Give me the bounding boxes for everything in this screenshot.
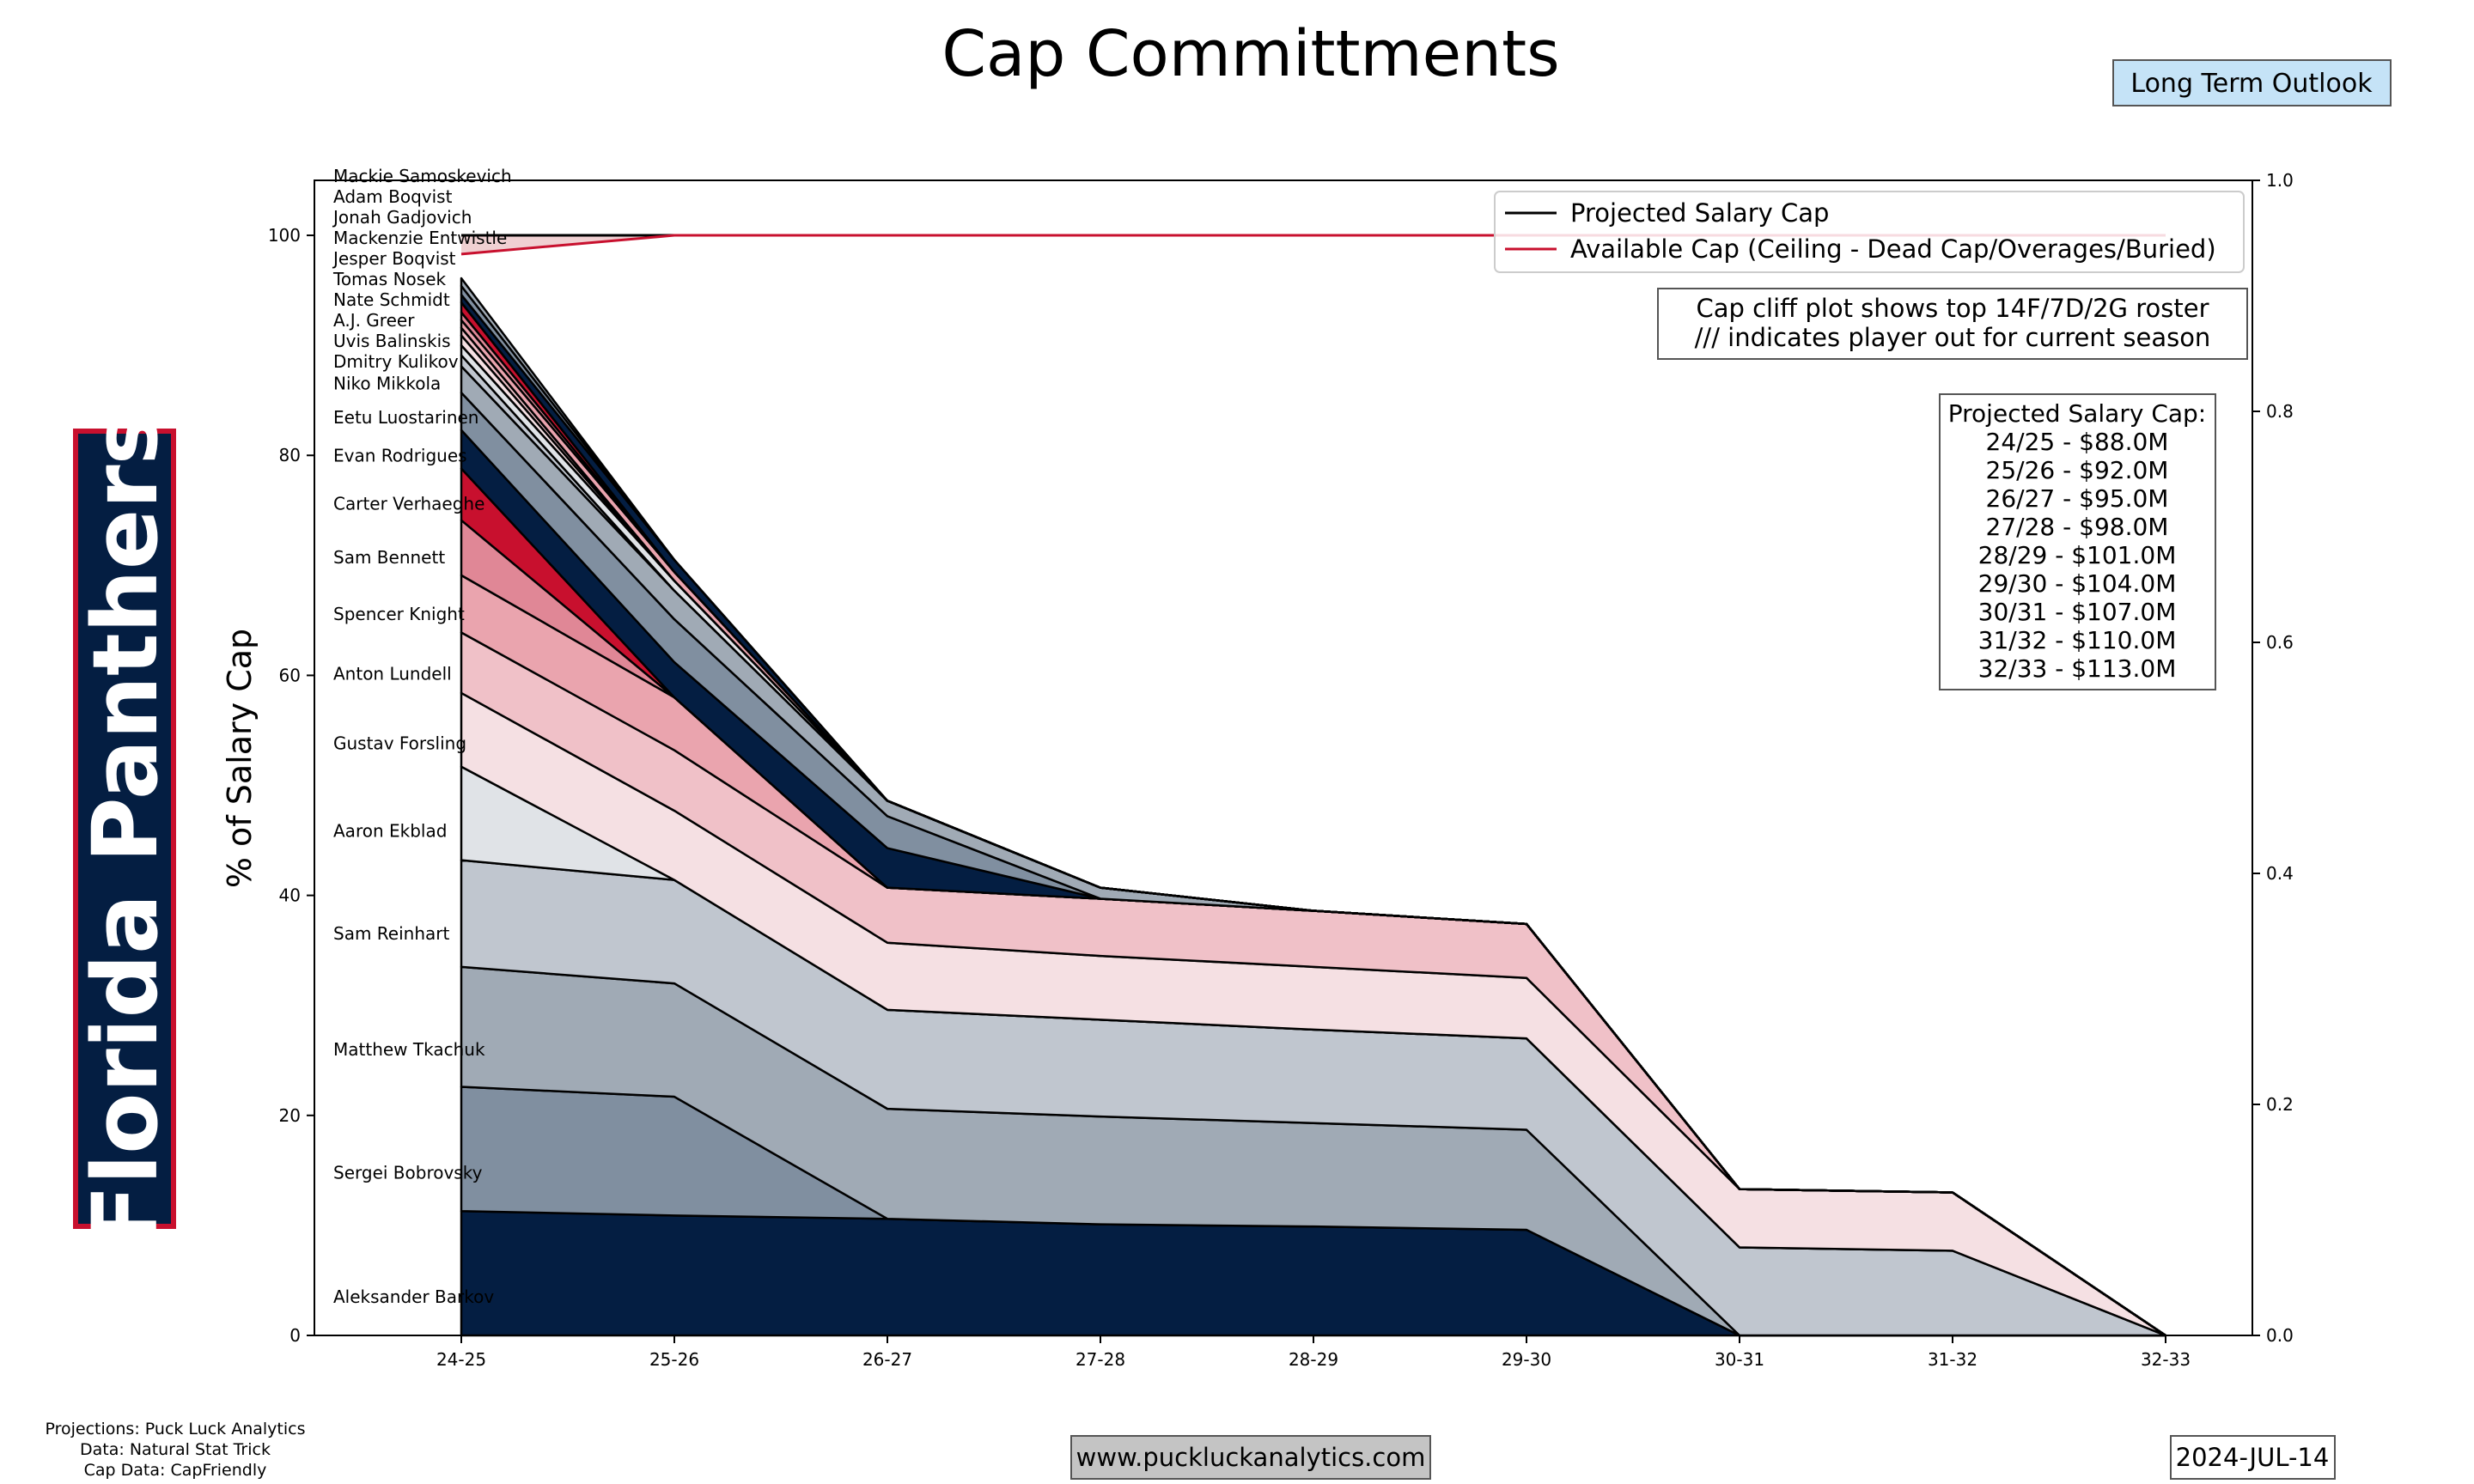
player-label: Nate Schmidt — [333, 289, 450, 310]
plot-area: Aleksander Barkov Sergei Bobrovsky Matthew… — [268, 166, 2294, 1370]
player-label: Mackenzie Entwistle — [333, 228, 507, 248]
player-label: Gustav Forsling — [333, 733, 466, 754]
legend-label-available: Available Cap (Ceiling - Dead Cap/Overag… — [1570, 234, 2216, 264]
x-tick-label: 30-31 — [1715, 1349, 1764, 1370]
website-badge: www.puckluckanalytics.com — [1070, 1435, 1431, 1480]
player-label: Eetu Luostarinen — [333, 407, 478, 428]
cap-box-line: 31/32 - $110.0M — [1978, 626, 2177, 654]
sources: Projections: Puck Luck Analytics Data: N… — [45, 1420, 305, 1480]
cap-box-heading: Projected Salary Cap: — [1948, 399, 2206, 428]
player-label: Aleksander Barkov — [333, 1286, 494, 1307]
y-axis-label: % of Salary Cap — [221, 629, 259, 888]
note-line: Cap cliff plot shows top 14F/7D/2G roste… — [1696, 294, 2209, 323]
y-tick-label: 0 — [289, 1325, 301, 1346]
date-badge: 2024-JUL-14 — [2170, 1435, 2336, 1480]
y-tick-label: 20 — [279, 1105, 301, 1126]
cap-box-line: 27/28 - $98.0M — [1986, 513, 2169, 541]
x-tick-label: 27-28 — [1076, 1349, 1125, 1370]
y2-tick-label: 1.0 — [2266, 170, 2294, 191]
cap-box-line: 25/26 - $92.0M — [1986, 456, 2169, 484]
source-line: Cap Data: CapFriendly — [84, 1461, 267, 1480]
cap-box-line: 30/31 - $107.0M — [1978, 598, 2177, 626]
plot-frame — [314, 179, 2253, 1336]
date-text: 2024-JUL-14 — [2176, 1443, 2330, 1472]
player-label: Jonah Gadjovich — [332, 207, 472, 228]
y2-tick-label: 0.0 — [2266, 1325, 2294, 1346]
cap-box-line: 26/27 - $95.0M — [1986, 484, 2169, 513]
note-line: /// indicates player out for current sea… — [1695, 323, 2211, 352]
y-tick-label: 60 — [279, 665, 301, 685]
player-label: Niko Mikkola — [333, 374, 441, 394]
cap-box-line: 28/29 - $101.0M — [1978, 541, 2177, 569]
player-label: A.J. Greer — [333, 310, 415, 331]
player-label: Anton Lundell — [333, 663, 452, 684]
x-tick-label: 25-26 — [649, 1349, 699, 1370]
x-tick-label: 31-32 — [1928, 1349, 1977, 1370]
x-tick-label: 29-30 — [1502, 1349, 1551, 1370]
player-label: Carter Verhaeghe — [333, 493, 484, 514]
player-label: Adam Boqvist — [333, 186, 453, 207]
projected-cap-box: Projected Salary Cap: 24/25 - $88.0M25/2… — [1939, 393, 2216, 690]
chart-title: Cap Committments — [941, 17, 1559, 91]
x-tick-label: 28-29 — [1289, 1349, 1338, 1370]
player-label: Tomas Nosek — [332, 269, 446, 289]
notes-box: Cap cliff plot shows top 14F/7D/2G roste… — [1657, 288, 2248, 360]
cap-box-line: 32/33 - $113.0M — [1978, 654, 2177, 683]
available-cap-gap-area — [461, 235, 2166, 254]
source-line: Projections: Puck Luck Analytics — [45, 1420, 305, 1438]
player-label: Mackie Samoskevich — [333, 166, 512, 186]
source-line: Data: Natural Stat Trick — [80, 1440, 271, 1459]
y2-tick-label: 0.2 — [2266, 1094, 2294, 1115]
team-banner: Florida Panthers — [73, 411, 178, 1246]
y-tick-label: 40 — [279, 885, 301, 906]
outlook-badge-text: Long Term Outlook — [2130, 69, 2373, 99]
player-label: Dmitry Kulikov — [333, 351, 459, 372]
legend: Projected Salary Cap Available Cap (Ceil… — [1494, 191, 2245, 273]
y-tick-label: 100 — [268, 225, 301, 246]
y2-tick-label: 0.8 — [2266, 401, 2294, 422]
player-label: Jesper Boqvist — [332, 248, 456, 269]
x-tick-label: 24-25 — [436, 1349, 486, 1370]
y-tick-label: 80 — [279, 445, 301, 465]
player-label: Aaron Ekblad — [333, 820, 447, 841]
legend-label-projected: Projected Salary Cap — [1570, 198, 1829, 228]
team-banner-text: Florida Panthers — [73, 411, 178, 1245]
player-label: Spencer Knight — [333, 604, 465, 624]
player-label: Matthew Tkachuk — [333, 1039, 485, 1060]
cap-box-line: 24/25 - $88.0M — [1986, 428, 2169, 456]
player-label: Uvis Balinskis — [333, 331, 451, 351]
cap-box-line: 29/30 - $104.0M — [1978, 569, 2177, 598]
outlook-badge: Long Term Outlook — [2112, 59, 2392, 106]
player-label: Sergei Bobrovsky — [333, 1162, 483, 1183]
area-mackie-samoskevich — [460, 277, 2167, 1337]
player-label: Evan Rodrigues — [333, 446, 467, 466]
website-text: www.puckluckanalytics.com — [1076, 1443, 1426, 1472]
player-label: Sam Bennett — [333, 547, 445, 568]
x-tick-label: 26-27 — [862, 1349, 912, 1370]
player-label: Sam Reinhart — [333, 923, 449, 944]
y2-tick-label: 0.4 — [2266, 863, 2294, 884]
y2-tick-label: 0.6 — [2266, 632, 2294, 653]
x-tick-label: 32-33 — [2141, 1349, 2191, 1370]
